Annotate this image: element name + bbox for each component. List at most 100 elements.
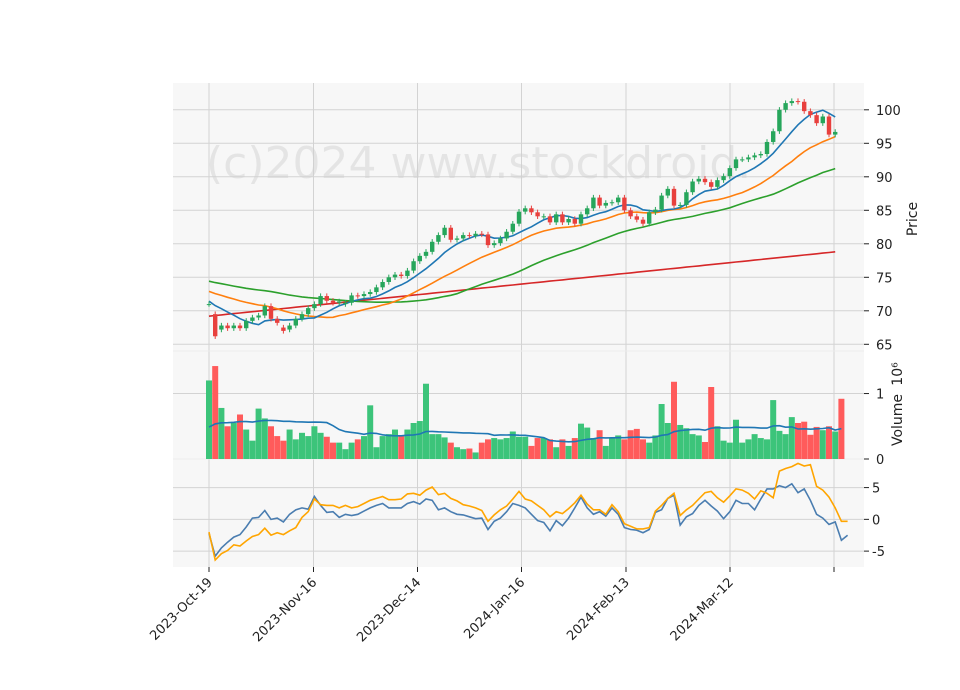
volume-bar <box>528 445 535 459</box>
candle-body <box>268 306 274 319</box>
candle-body <box>405 270 410 276</box>
volume-bar <box>429 434 436 459</box>
volume-bar <box>689 434 696 459</box>
candle-body <box>287 325 292 330</box>
volume-bar <box>739 442 746 459</box>
candle-body <box>764 141 770 155</box>
volume-bar <box>516 436 522 459</box>
volume-bar <box>317 432 324 459</box>
candle-body <box>430 241 435 252</box>
volume-tick-label: 0 <box>876 453 884 468</box>
volume-bar <box>243 429 250 459</box>
volume-bar <box>485 439 491 459</box>
candle-body <box>417 255 422 262</box>
volume-bar <box>590 438 597 459</box>
candle-body <box>281 327 286 331</box>
volume-bar <box>609 438 615 459</box>
volume-bar <box>336 442 343 459</box>
volume-bar <box>435 434 442 459</box>
volume-ma-line <box>208 419 842 443</box>
volume-bar <box>652 435 659 459</box>
candle-body <box>690 181 695 193</box>
oscillator-panel <box>173 459 864 567</box>
volume-bar <box>261 418 268 459</box>
candle-body <box>250 317 255 321</box>
volume-bar <box>472 452 479 459</box>
candle-body <box>833 131 838 135</box>
oscillator-tick-label: 0 <box>872 513 880 528</box>
volume-bar <box>751 434 758 459</box>
candle-body <box>461 235 466 239</box>
candle-body <box>436 235 441 242</box>
candle-body <box>492 243 497 246</box>
volume-bar <box>819 430 826 459</box>
candle-body <box>473 233 478 236</box>
candle-body <box>256 315 261 318</box>
volume-bar <box>268 426 274 459</box>
volume-bar <box>460 449 467 459</box>
candle-body <box>231 325 236 329</box>
candle-body <box>485 234 491 246</box>
volume-bar <box>695 435 702 459</box>
candle-body <box>665 188 670 196</box>
candle-body <box>547 216 553 223</box>
volume-bar <box>627 430 634 459</box>
volume-bar <box>813 426 820 459</box>
volume-bar <box>522 436 529 459</box>
candle-body <box>826 116 832 135</box>
volume-axis-exponent: 10⁶ <box>890 362 906 386</box>
candle-body <box>721 176 726 181</box>
volume-bar <box>224 426 231 459</box>
watermark: (c)2024 www.stockdroid. <box>206 138 751 189</box>
date-tick-label: 2023-Oct-19 <box>147 575 215 643</box>
volume-bar <box>826 426 832 459</box>
candle-body <box>585 208 590 215</box>
candle-body <box>306 308 311 315</box>
candle-body <box>318 296 323 305</box>
volume-bar <box>633 428 640 459</box>
volume-bar <box>683 428 690 459</box>
volume-bar <box>559 439 566 459</box>
candle-body <box>591 197 596 209</box>
price-tick-label: 80 <box>876 238 893 253</box>
volume-bar <box>447 442 454 459</box>
volume-bar <box>757 438 764 459</box>
candle-body <box>479 233 484 235</box>
volume-bar <box>230 423 237 459</box>
candle-body <box>671 188 677 206</box>
volume-bar <box>602 445 609 459</box>
date-tick-label: 2023-Dec-14 <box>354 575 424 645</box>
candle-body <box>616 197 621 203</box>
volume-bar <box>578 423 584 459</box>
candle-body <box>206 304 212 306</box>
volume-bar <box>311 426 318 459</box>
candle-body <box>647 212 652 224</box>
price-tick-label: 90 <box>876 171 893 186</box>
volume-axis-label: Volume <box>890 394 906 446</box>
candle-body <box>324 296 329 301</box>
sma-mid-line <box>208 135 836 319</box>
volume-bar <box>534 438 541 459</box>
candle-body <box>299 314 305 319</box>
candle-body <box>392 274 398 278</box>
volume-bar <box>404 429 411 459</box>
candle-body <box>802 101 807 112</box>
volume-bar <box>478 442 485 459</box>
candle-body <box>411 261 416 271</box>
candle-body <box>448 227 453 240</box>
volume-bar <box>379 436 386 459</box>
volume-bar <box>720 440 727 459</box>
volume-bar <box>832 431 839 459</box>
volume-bar <box>237 414 243 459</box>
volume-bar <box>416 421 423 459</box>
candle-body <box>752 155 757 158</box>
volume-bar <box>218 407 225 459</box>
volume-bar <box>733 419 739 459</box>
volume-bar <box>702 441 708 459</box>
volume-bar <box>330 442 336 459</box>
volume-bar <box>807 434 814 459</box>
price-axis-label: Price <box>905 202 921 236</box>
volume-bar <box>274 436 281 459</box>
volume-bar <box>547 439 553 459</box>
candle-body <box>808 111 813 116</box>
